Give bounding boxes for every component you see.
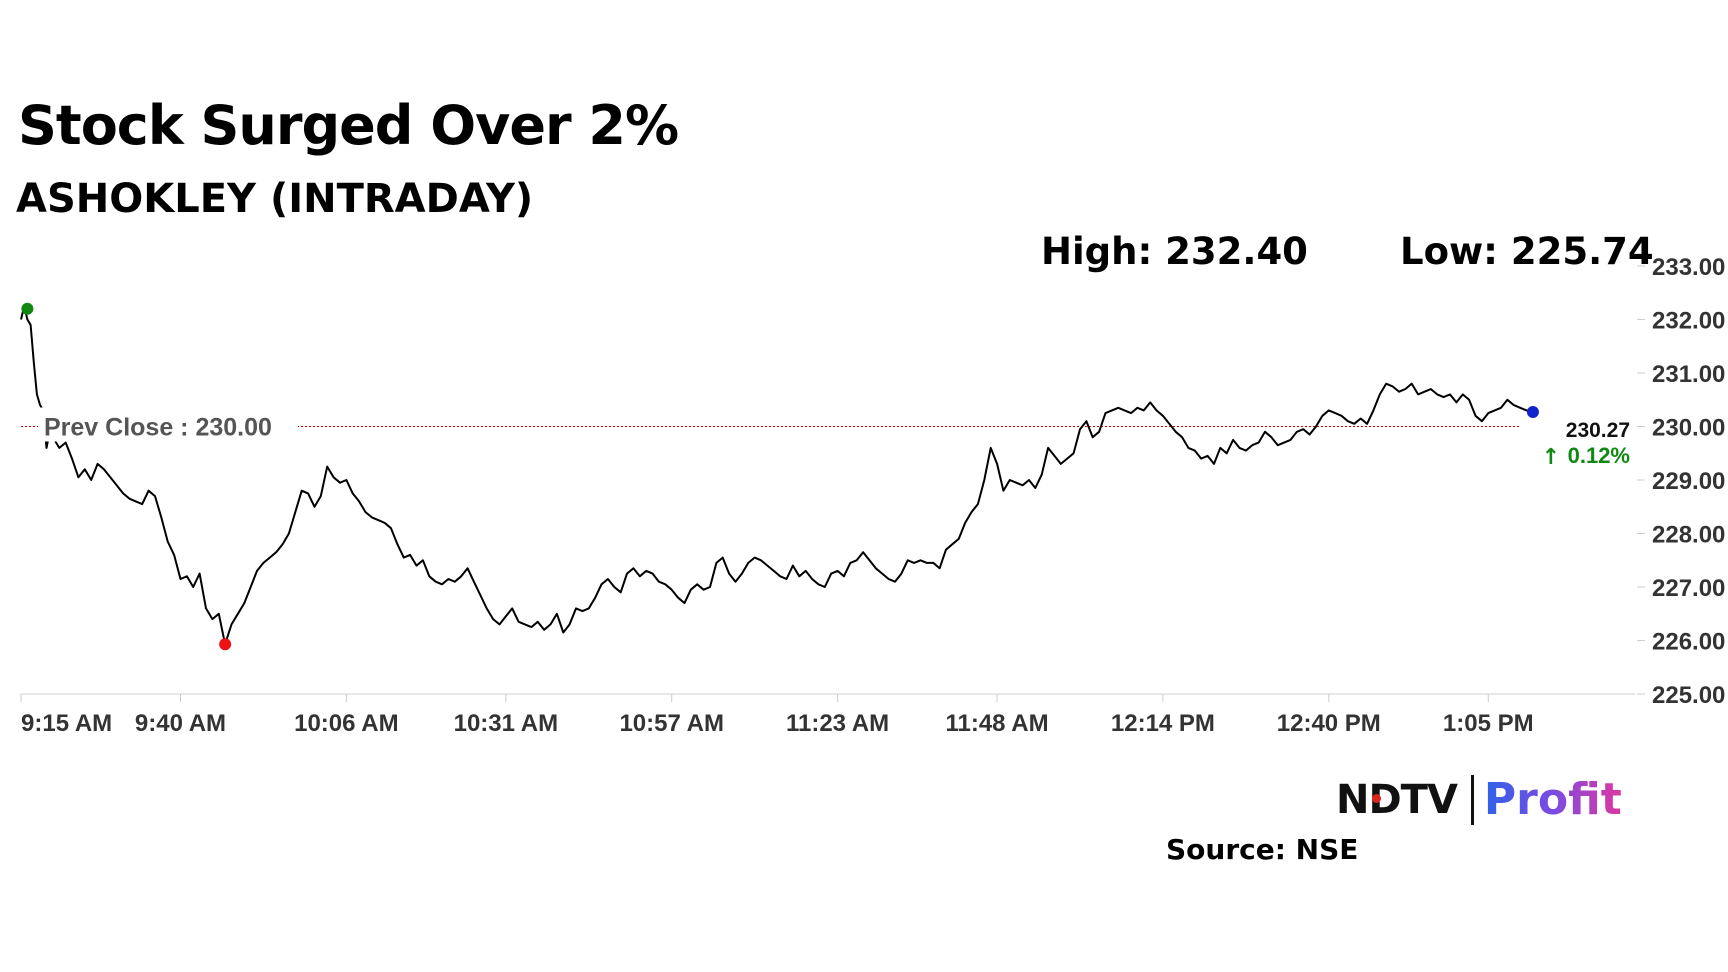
x-tick-label: 10:06 AM [294, 710, 398, 737]
logo-ndtv-text: NDTV [1336, 776, 1458, 823]
start-marker [21, 302, 34, 315]
x-tick-label: 9:40 AM [135, 710, 226, 737]
price-chart: 225.00 226.00 227.00 228.00 229.00 230.00 231.… [20, 254, 1725, 737]
y-tick-label: 228.00 [1652, 522, 1725, 549]
y-tick-label: 230.00 [1652, 415, 1725, 442]
x-tick-label: 11:48 AM [945, 710, 1048, 737]
logo-divider [1470, 774, 1474, 825]
end-marker [1526, 406, 1539, 419]
change-percent-label: 0.12% [1568, 443, 1630, 468]
y-tick-label: 232.00 [1652, 308, 1725, 335]
y-tick-label: 227.00 [1652, 575, 1725, 602]
y-tick-label: 226.00 [1652, 629, 1725, 656]
last-price-label: 230.27 [1566, 419, 1630, 442]
price-series-line [20, 305, 1534, 646]
logo-profit-text: Profit [1483, 774, 1622, 825]
y-tick-label: 231.00 [1652, 361, 1725, 388]
x-tick-label: 1:05 PM [1443, 710, 1534, 737]
y-tick-label: 229.00 [1652, 468, 1725, 495]
y-tick-label: 225.00 [1652, 682, 1725, 709]
high-label: High: 232.40 [1041, 230, 1308, 273]
chart-subtitle: ASHOKLEY (INTRADAY) [16, 176, 534, 222]
ndtv-profit-logo: NDTV Profit [1336, 774, 1622, 825]
chart-title: Stock Surged Over 2% [18, 94, 679, 157]
up-arrow-icon: ↑ [1542, 445, 1560, 470]
x-tick-label: 9:15 AM [21, 710, 112, 737]
x-tick-label: 10:57 AM [619, 710, 723, 737]
low-label: Low: 225.74 [1400, 230, 1654, 273]
prev-close-label-bg [38, 407, 298, 442]
low-marker [219, 638, 232, 651]
x-tick-label: 11:23 AM [786, 710, 889, 737]
y-tick-label: 233.00 [1652, 254, 1725, 281]
x-tick-label: 10:31 AM [454, 710, 558, 737]
logo-red-dot [1372, 794, 1381, 803]
prev-close-label: Prev Close : 230.00 [44, 414, 272, 442]
x-tick-label: 12:40 PM [1277, 710, 1381, 737]
x-tick-label: 12:14 PM [1111, 710, 1215, 737]
source-label: Source: NSE [1166, 833, 1359, 866]
